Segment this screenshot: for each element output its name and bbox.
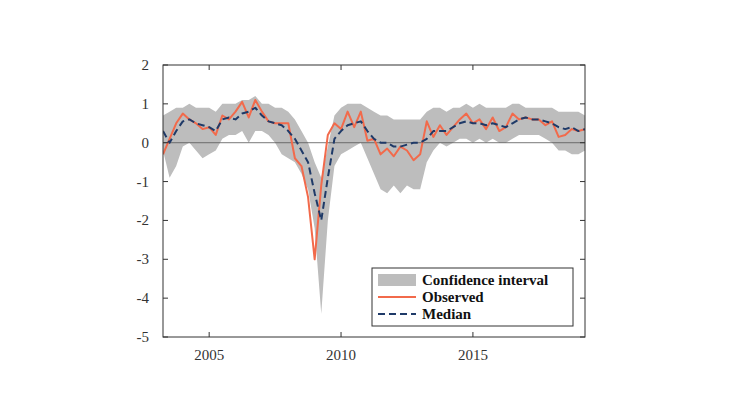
x-tick-label: 2005: [194, 347, 224, 363]
x-tick-top: [341, 65, 342, 70]
y-tick-right: [580, 181, 585, 182]
y-tick-label: 0: [142, 135, 150, 151]
y-tick-label: 1: [142, 96, 150, 112]
x-tick: [341, 332, 342, 337]
x-tick-label: 2015: [458, 347, 488, 363]
y-tick-right: [580, 259, 585, 260]
legend-swatch: [378, 313, 416, 315]
y-tick-label: -4: [137, 290, 150, 306]
legend-label: Median: [422, 306, 472, 322]
y-tick: [163, 220, 168, 221]
x-tick: [209, 332, 210, 337]
y-tick-label: -2: [137, 212, 150, 228]
y-tick: [163, 103, 168, 104]
y-tick-right: [580, 142, 585, 143]
legend-label: Observed: [422, 289, 484, 305]
series-line: [163, 100, 585, 259]
y-tick: [163, 65, 168, 66]
y-tick-right: [580, 103, 585, 104]
y-tick-right: [580, 65, 585, 66]
y-tick-right: [580, 337, 585, 338]
x-tick-top: [209, 65, 210, 70]
y-tick: [163, 142, 168, 143]
y-tick-label: -1: [137, 174, 150, 190]
y-tick: [163, 298, 168, 299]
chart-svg: -5 -4 -3 -2 -1 0 1 2 2005 2010 2015 Confidence inte…: [0, 0, 730, 410]
legend: Confidence intervalObservedMedian: [372, 268, 573, 326]
legend-box: [372, 268, 573, 326]
plot-background: [163, 65, 585, 337]
y-tick: [163, 181, 168, 182]
y-tick-right: [580, 298, 585, 299]
y-tick: [163, 337, 168, 338]
x-tick-top: [472, 65, 473, 70]
legend-label: Confidence interval: [422, 272, 548, 288]
legend-swatch: [378, 296, 416, 298]
y-tick-label: -3: [137, 251, 150, 267]
plot-frame: [163, 65, 585, 337]
y-tick-label: 2: [142, 57, 150, 73]
y-tick-label: -5: [137, 329, 150, 345]
x-tick: [472, 332, 473, 337]
zero-line: [163, 142, 585, 143]
x-tick-label: 2010: [326, 347, 356, 363]
y-tick: [163, 259, 168, 260]
series-line: [163, 108, 585, 221]
chart-container: -5 -4 -3 -2 -1 0 1 2 2005 2010 2015 Confidence inte…: [0, 0, 730, 410]
legend-swatch: [378, 274, 416, 286]
y-tick-right: [580, 220, 585, 221]
